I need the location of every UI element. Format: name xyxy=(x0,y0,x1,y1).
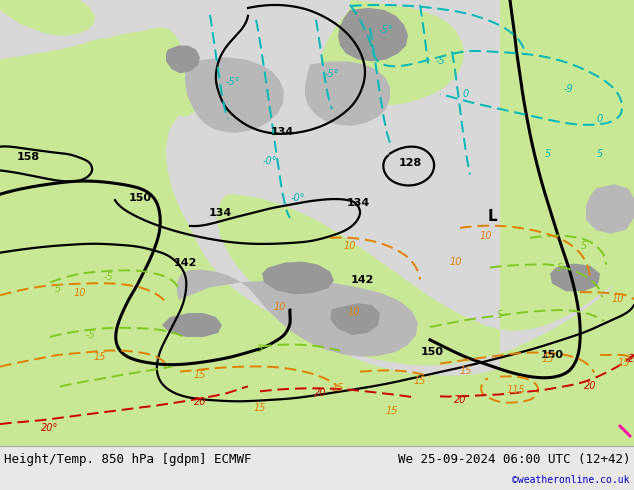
Text: Height/Temp. 850 hPa [gdpm] ECMWF: Height/Temp. 850 hPa [gdpm] ECMWF xyxy=(4,453,252,466)
Text: 0: 0 xyxy=(463,89,469,99)
Text: 15: 15 xyxy=(541,354,554,364)
Polygon shape xyxy=(305,61,390,126)
Text: -9: -9 xyxy=(563,84,573,94)
Text: 5: 5 xyxy=(257,344,263,354)
Text: 20: 20 xyxy=(194,397,206,407)
Text: 150: 150 xyxy=(129,193,152,203)
Text: 10: 10 xyxy=(450,257,462,267)
Polygon shape xyxy=(550,264,600,292)
Text: -5: -5 xyxy=(103,272,113,282)
Polygon shape xyxy=(320,0,464,105)
Text: -0°: -0° xyxy=(262,155,277,166)
Text: 15: 15 xyxy=(460,366,472,376)
Polygon shape xyxy=(162,313,222,337)
Text: 10: 10 xyxy=(274,302,286,312)
Text: 10: 10 xyxy=(74,288,86,298)
Text: L: L xyxy=(487,209,497,223)
Polygon shape xyxy=(185,57,284,133)
Text: 5: 5 xyxy=(581,241,587,251)
Text: 20: 20 xyxy=(314,389,327,398)
Text: -0°: -0° xyxy=(290,193,306,203)
Text: 158: 158 xyxy=(16,151,39,162)
Text: -5°: -5° xyxy=(378,24,393,35)
Polygon shape xyxy=(177,270,418,357)
Polygon shape xyxy=(166,46,200,74)
Text: 20: 20 xyxy=(628,354,634,364)
Text: 134: 134 xyxy=(346,198,370,208)
Polygon shape xyxy=(586,184,634,234)
Text: We 25-09-2024 06:00 UTC (12+42): We 25-09-2024 06:00 UTC (12+42) xyxy=(398,453,630,466)
Text: 15: 15 xyxy=(618,358,630,368)
Polygon shape xyxy=(0,0,95,36)
Text: 20: 20 xyxy=(584,381,596,392)
Text: -5°: -5° xyxy=(226,77,240,87)
Text: 134: 134 xyxy=(270,127,294,137)
Text: -5: -5 xyxy=(435,56,445,67)
Text: 5: 5 xyxy=(557,263,563,272)
Text: -5: -5 xyxy=(85,330,95,340)
Text: 10: 10 xyxy=(480,231,492,241)
Text: 15: 15 xyxy=(254,403,266,413)
Text: 115: 115 xyxy=(507,386,526,395)
Text: 15: 15 xyxy=(385,406,398,416)
Text: 5: 5 xyxy=(545,148,551,159)
Text: 5: 5 xyxy=(55,284,61,294)
Polygon shape xyxy=(0,28,634,446)
Polygon shape xyxy=(172,87,199,117)
Text: 142: 142 xyxy=(173,258,197,268)
Text: 128: 128 xyxy=(398,158,422,169)
Text: 0: 0 xyxy=(597,114,603,124)
Polygon shape xyxy=(262,262,334,294)
Polygon shape xyxy=(338,8,408,61)
Polygon shape xyxy=(330,303,380,335)
Text: 15: 15 xyxy=(332,384,344,393)
Text: 134: 134 xyxy=(209,208,231,218)
Text: 10: 10 xyxy=(344,241,356,251)
Text: 150: 150 xyxy=(541,350,564,360)
Text: 15: 15 xyxy=(414,375,426,386)
Text: 15: 15 xyxy=(194,369,206,380)
Polygon shape xyxy=(280,266,326,303)
Text: ©weatheronline.co.uk: ©weatheronline.co.uk xyxy=(512,475,630,485)
Text: 15: 15 xyxy=(94,352,107,362)
Text: 150: 150 xyxy=(420,347,444,357)
Text: 10: 10 xyxy=(348,307,360,317)
Text: 20: 20 xyxy=(454,395,466,405)
Polygon shape xyxy=(217,0,634,446)
Text: -5°: -5° xyxy=(325,69,339,79)
Text: 10: 10 xyxy=(612,294,624,304)
Text: 5: 5 xyxy=(597,148,603,159)
Text: 20°: 20° xyxy=(41,423,59,433)
Text: 5: 5 xyxy=(497,310,503,320)
Text: 142: 142 xyxy=(351,275,373,285)
